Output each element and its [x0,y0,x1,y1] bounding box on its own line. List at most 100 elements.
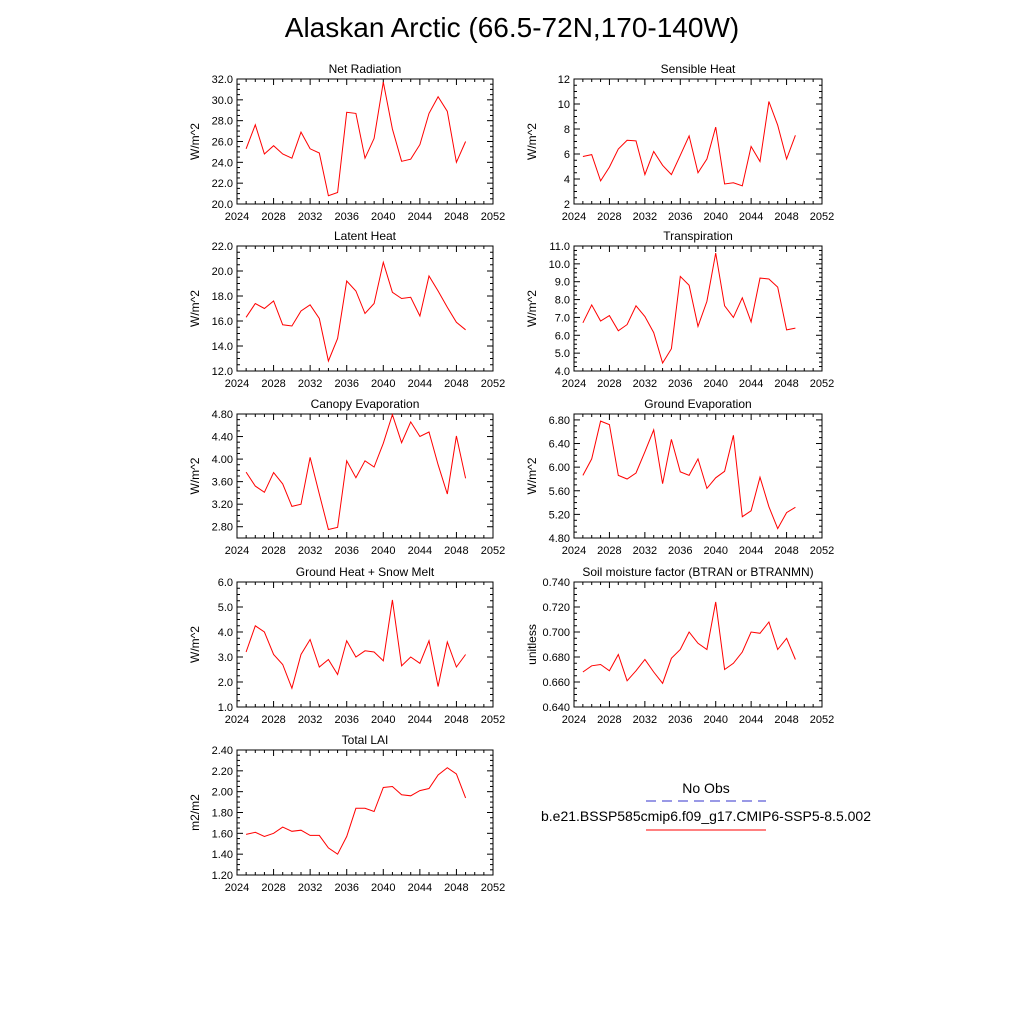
x-tick-label: 2044 [739,545,763,557]
y-tick-label: 5.20 [549,509,570,521]
y-tick-label: 1.20 [212,870,233,882]
y-tick-label: 22.0 [212,178,233,190]
x-tick-label: 2036 [334,211,358,223]
x-tick-label: 2024 [562,211,586,223]
y-tick-label: 1.40 [212,849,233,861]
y-tick-label: 6.00 [549,462,570,474]
x-tick-label: 2028 [261,714,285,726]
y-tick-label: 0.680 [542,652,570,664]
x-tick-label: 2028 [261,545,285,557]
x-tick-label: 2028 [261,882,285,894]
x-tick-label: 2032 [633,378,657,390]
x-tick-label: 2052 [810,378,834,390]
plot-frame [236,413,494,539]
series-line [245,599,467,690]
y-tick-label: 0.740 [542,577,570,589]
y-tick-label: 28.0 [212,116,233,128]
y-tick-label: 2.80 [212,522,233,534]
x-tick-label: 2024 [225,378,249,390]
y-tick-label: 3.60 [212,477,233,489]
panel-2: Sensible Heat 2024 2028 2032 2036 2040 2044 204… [525,62,834,223]
y-tick-label: 3.20 [212,499,233,511]
x-tick-label: 2028 [261,378,285,390]
y-axis-label: W/m^2 [525,123,539,160]
x-tick-label: 2028 [597,714,621,726]
series-line [582,253,796,365]
series-line [582,101,796,187]
x-tick-label: 2040 [703,211,727,223]
x-tick-label: 2052 [810,545,834,557]
panel-title: Soil moisture factor (BTRAN or BTRANMN) [582,565,813,579]
y-tick-label: 12.0 [212,366,233,378]
y-tick-label: 0.660 [542,677,570,689]
legend [646,800,766,831]
y-axis-label: W/m^2 [188,290,202,327]
y-tick-label: 8.0 [555,295,570,307]
x-tick-label: 2044 [408,714,432,726]
y-tick-label: 4 [564,174,570,186]
series-line [582,420,796,530]
x-tick-label: 2044 [408,882,432,894]
x-tick-label: 2032 [633,211,657,223]
x-tick-label: 2048 [444,714,468,726]
x-tick-label: 2036 [668,211,692,223]
x-tick-label: 2032 [298,714,322,726]
x-tick-label: 2044 [408,378,432,390]
x-tick-label: 2032 [298,882,322,894]
x-tick-label: 2024 [562,545,586,557]
x-tick-label: 2048 [444,378,468,390]
y-tick-label: 10 [558,99,570,111]
panel-title: Net Radiation [329,62,402,76]
x-tick-label: 2048 [774,211,798,223]
x-tick-label: 2036 [668,378,692,390]
x-tick-label: 2048 [774,714,798,726]
x-tick-label: 2048 [444,882,468,894]
y-tick-label: 1.0 [218,702,233,714]
x-tick-label: 2032 [633,545,657,557]
panel-3: Latent Heat 2024 2028 2032 2036 2040 2044 2048 2… [188,229,505,390]
panel-7: Ground Heat + Snow Melt 2024 2028 2032 2036 2… [188,565,505,726]
x-tick-label: 2028 [597,211,621,223]
x-tick-label: 2024 [225,882,249,894]
x-tick-label: 2024 [225,545,249,557]
y-axis-label: W/m^2 [188,626,202,663]
x-tick-label: 2040 [371,714,395,726]
panel-9: Total LAI 2024 2028 2032 2036 2040 2044 2048 205… [188,733,505,894]
plot-frame [573,581,823,708]
series-line [245,260,466,363]
y-tick-label: 26.0 [212,137,233,149]
y-tick-label: 6.0 [218,577,233,589]
y-tick-label: 30.0 [212,95,233,107]
x-tick-label: 2044 [739,378,763,390]
x-tick-label: 2048 [444,545,468,557]
x-tick-label: 2036 [334,882,358,894]
y-tick-label: 32.0 [212,74,233,86]
y-tick-label: 22.0 [212,241,233,253]
y-tick-label: 14.0 [212,341,233,353]
series-line [245,767,467,855]
y-tick-label: 20.0 [212,266,233,278]
y-tick-label: 2.20 [212,766,233,778]
y-tick-label: 16.0 [212,316,233,328]
y-tick-label: 18.0 [212,291,233,303]
y-tick-label: 5.0 [555,348,570,360]
y-tick-label: 5.60 [549,486,570,498]
series-line [245,82,467,197]
y-tick-label: 0.700 [542,627,570,639]
x-tick-label: 2052 [810,211,834,223]
y-tick-label: 2.00 [212,787,233,799]
x-tick-label: 2040 [703,545,727,557]
y-tick-label: 3.0 [218,652,233,664]
x-tick-label: 2044 [739,211,763,223]
x-tick-label: 2052 [481,378,505,390]
legend-case-label: b.e21.BSSP585cmip6.f09_g17.CMIP6-SSP5-8.… [541,808,871,824]
y-tick-label: 0.640 [542,702,570,714]
plot-frame [236,245,494,372]
x-tick-label: 2052 [481,211,505,223]
y-tick-label: 6.80 [549,415,570,427]
y-tick-label: 8 [564,124,570,136]
y-tick-label: 6.0 [555,330,570,342]
panel-title: Ground Evaporation [644,397,751,411]
